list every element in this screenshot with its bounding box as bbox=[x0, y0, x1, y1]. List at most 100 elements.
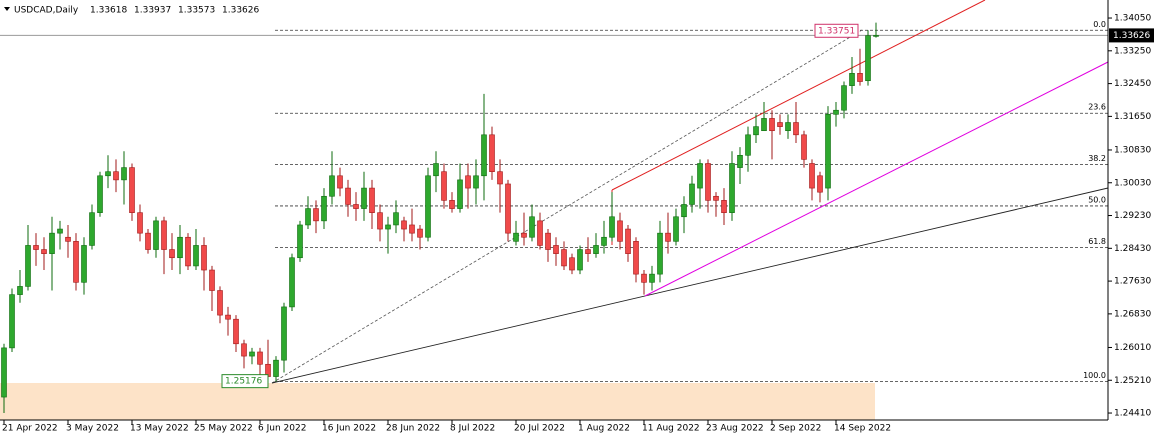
candle-body bbox=[121, 167, 127, 181]
x-tick-label: 2 Sep 2022 bbox=[770, 424, 821, 434]
candle-body bbox=[233, 318, 239, 345]
candle-body bbox=[849, 73, 855, 86]
candle-body bbox=[601, 236, 607, 246]
candle-body bbox=[793, 122, 799, 136]
x-tick-label: 23 Aug 2022 bbox=[706, 424, 764, 434]
x-tick-label: 8 Jul 2022 bbox=[450, 424, 495, 434]
fib-trendline bbox=[271, 29, 863, 384]
candle-body bbox=[17, 286, 23, 295]
candle-body bbox=[737, 154, 743, 168]
menu-arrow[interactable] bbox=[4, 7, 10, 11]
candle-body bbox=[809, 163, 815, 189]
y-tick-label: 1.32450 bbox=[1114, 79, 1151, 89]
candle-body bbox=[537, 220, 543, 246]
candle-body bbox=[697, 163, 703, 189]
x-tick-label: 3 May 2022 bbox=[66, 424, 119, 434]
candle-body bbox=[681, 204, 687, 218]
trend-line bbox=[271, 187, 1109, 384]
candle-body bbox=[1, 347, 7, 398]
candle-body bbox=[81, 245, 87, 283]
candle-body bbox=[617, 220, 623, 242]
candle-body bbox=[449, 200, 455, 209]
candle-body bbox=[177, 236, 183, 259]
candle-body bbox=[113, 171, 119, 181]
y-tick-label: 1.31650 bbox=[1114, 112, 1151, 122]
y-tick-label: 1.29230 bbox=[1114, 211, 1151, 221]
candle-body bbox=[137, 212, 143, 234]
candle-body bbox=[153, 220, 159, 250]
candle-body bbox=[273, 359, 279, 377]
candle-body bbox=[73, 241, 79, 283]
fib-level-label: 23.6 bbox=[1088, 103, 1106, 112]
candle-body bbox=[625, 228, 631, 254]
drawing-layer bbox=[271, 0, 1109, 384]
candle-body bbox=[209, 269, 215, 291]
y-tick-label: 1.34050 bbox=[1114, 14, 1151, 24]
candle-body bbox=[169, 249, 175, 259]
x-tick-label: 25 May 2022 bbox=[194, 424, 253, 434]
candle-body bbox=[97, 175, 103, 213]
candle-body bbox=[673, 216, 679, 242]
current-price-box bbox=[1109, 28, 1154, 43]
candle-body bbox=[297, 224, 303, 259]
candle-body bbox=[641, 273, 647, 283]
x-tick-label: 20 Jul 2022 bbox=[514, 424, 565, 434]
labels-layer: 1.33751 1.25176 bbox=[221, 23, 859, 389]
candle-body bbox=[705, 163, 711, 201]
candle-body bbox=[9, 294, 15, 349]
candle-body bbox=[633, 241, 639, 275]
candle-body bbox=[129, 167, 135, 213]
candle-body bbox=[345, 187, 351, 205]
fib-level-label: 0.0 bbox=[1093, 20, 1106, 29]
candle-body bbox=[801, 134, 807, 160]
candle-body bbox=[217, 290, 223, 316]
candle-body bbox=[201, 245, 207, 271]
candle-body bbox=[857, 73, 863, 82]
y-tick-label: 1.33250 bbox=[1114, 46, 1151, 56]
fib-level-label: 61.8 bbox=[1088, 237, 1106, 246]
candle-body bbox=[369, 187, 375, 213]
candle-body bbox=[841, 85, 847, 111]
demand-zone bbox=[0, 383, 875, 420]
candle-body bbox=[361, 187, 367, 209]
candle-body bbox=[41, 249, 47, 254]
y-tick-label: 1.30030 bbox=[1114, 178, 1151, 188]
candle-body bbox=[561, 249, 567, 267]
candle-body bbox=[745, 134, 751, 156]
candles-layer bbox=[1, 22, 879, 414]
x-tick-label: 13 May 2022 bbox=[130, 424, 189, 434]
candle-body bbox=[145, 232, 151, 250]
fib-level-label: 38.2 bbox=[1088, 154, 1106, 163]
candle-body bbox=[481, 134, 487, 177]
candle-body bbox=[313, 208, 319, 222]
candle-body bbox=[785, 122, 791, 132]
candle-body bbox=[289, 257, 295, 308]
candle-body bbox=[817, 175, 823, 193]
fib-low-label: 1.25176 bbox=[225, 377, 262, 387]
candle-body bbox=[873, 35, 879, 37]
fib-level-label: 50.0 bbox=[1088, 195, 1106, 204]
x-tick-label: 16 Jun 2022 bbox=[322, 424, 376, 434]
candle-body bbox=[865, 35, 871, 82]
zone-layer bbox=[0, 383, 875, 420]
candle-body bbox=[57, 228, 63, 234]
ohlc-low: 1.33573 bbox=[178, 6, 215, 16]
candle-body bbox=[409, 224, 415, 234]
candle-body bbox=[385, 224, 391, 230]
candle-body bbox=[609, 216, 615, 238]
candle-body bbox=[657, 232, 663, 275]
fib-high-label: 1.33751 bbox=[818, 26, 855, 36]
candle-body bbox=[489, 134, 495, 172]
y-tick-label: 1.25210 bbox=[1114, 376, 1151, 386]
candle-body bbox=[89, 212, 95, 246]
candle-body bbox=[393, 212, 399, 226]
candle-body bbox=[761, 118, 767, 132]
candle-body bbox=[193, 245, 199, 267]
candle-body bbox=[497, 171, 503, 185]
candle-body bbox=[465, 175, 471, 189]
candle-body bbox=[329, 175, 335, 197]
candle-body bbox=[33, 245, 39, 250]
candle-body bbox=[185, 236, 191, 267]
x-tick-label: 21 Apr 2022 bbox=[2, 424, 58, 434]
